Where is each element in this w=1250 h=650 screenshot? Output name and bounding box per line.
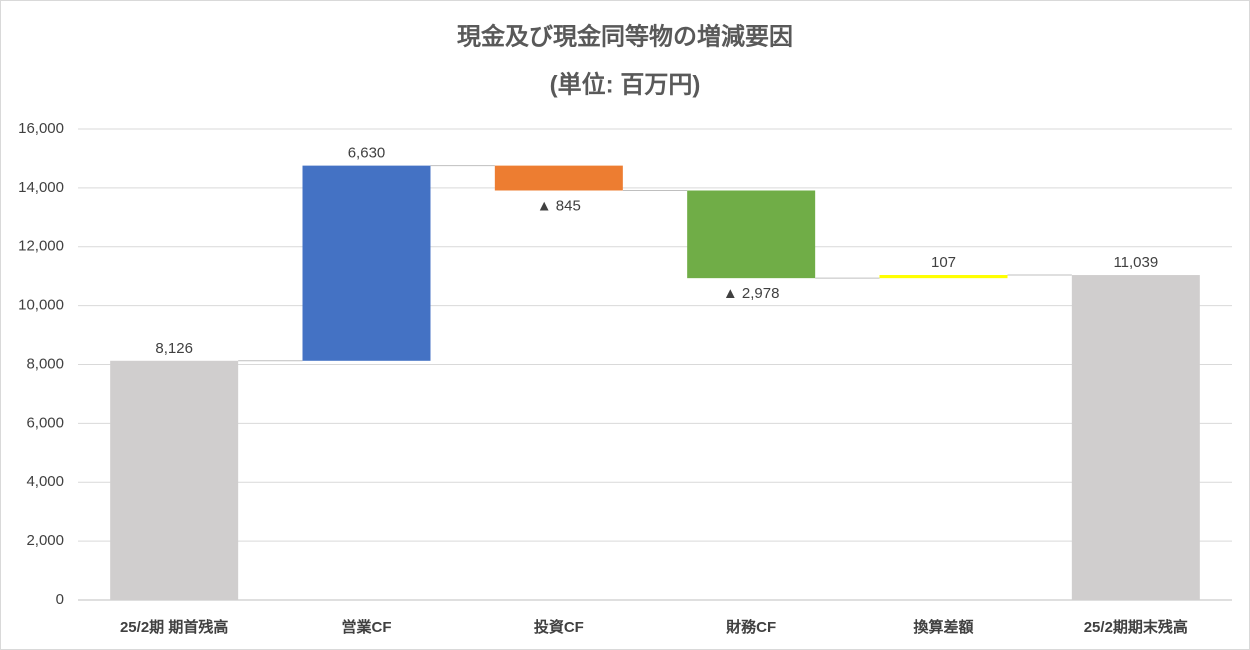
bar xyxy=(494,165,623,191)
bar xyxy=(1071,275,1200,600)
chart-title: 現金及び現金同等物の増減要因 xyxy=(457,22,793,50)
y-tick-label: 10,000 xyxy=(18,297,64,314)
bar xyxy=(879,275,1008,279)
data-label: 107 xyxy=(931,254,956,271)
bar xyxy=(687,190,816,279)
data-label: ▲ 845 xyxy=(537,197,581,214)
bar xyxy=(302,165,431,361)
y-tick-label: 14,000 xyxy=(18,179,64,196)
y-tick-label: 2,000 xyxy=(26,532,64,549)
y-tick-label: 0 xyxy=(56,591,64,608)
data-label: 11,039 xyxy=(1113,254,1158,271)
y-tick-label: 16,000 xyxy=(18,120,64,137)
chart-subtitle: (単位: 百万円) xyxy=(550,70,701,98)
x-tick-label: 換算差額 xyxy=(913,618,973,636)
x-tick-label: 25/2期 期首残高 xyxy=(120,618,228,636)
x-tick-label: 25/2期期末残高 xyxy=(1084,618,1188,636)
data-label: ▲ 2,978 xyxy=(723,285,780,302)
y-tick-label: 8,000 xyxy=(26,355,64,372)
data-label: 8,126 xyxy=(155,340,193,357)
data-label: 6,630 xyxy=(348,145,386,162)
y-tick-label: 12,000 xyxy=(18,238,64,255)
x-tick-label: 投資CF xyxy=(534,618,584,636)
y-tick-label: 4,000 xyxy=(26,473,64,490)
y-tick-label: 6,000 xyxy=(26,414,64,431)
x-tick-label: 財務CF xyxy=(725,618,776,636)
x-tick-label: 営業CF xyxy=(342,618,392,636)
bar xyxy=(110,360,239,600)
